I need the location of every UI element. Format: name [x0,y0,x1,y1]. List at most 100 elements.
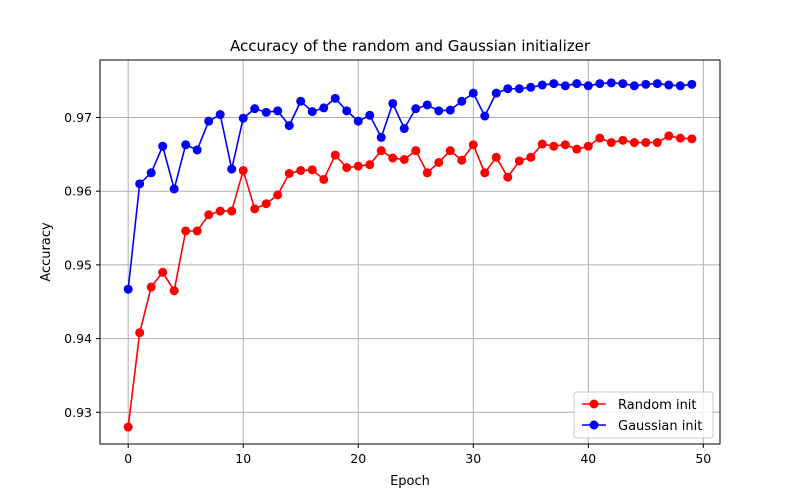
data-point-gaussian [238,113,248,123]
series-gaussian [123,78,697,294]
data-point-random [595,133,605,143]
data-point-random [365,160,375,170]
data-point-random [468,140,478,150]
data-point-gaussian [537,80,547,90]
data-point-gaussian [376,132,386,142]
data-point-gaussian [422,100,432,110]
y-axis-label: Accuracy [39,222,54,282]
data-point-random [319,174,329,184]
data-point-gaussian [215,110,225,120]
data-point-random [238,166,248,176]
data-point-gaussian [652,79,662,89]
data-point-gaussian [307,107,317,117]
series-random [123,131,697,432]
data-point-gaussian [250,104,260,114]
data-point-gaussian [572,79,582,89]
data-point-random [376,146,386,156]
y-tick-label: 0.97 [64,110,92,125]
data-point-random [296,166,306,176]
x-tick-label: 40 [580,451,596,466]
y-tick-label: 0.95 [64,257,92,272]
data-point-random [675,133,685,143]
data-point-gaussian [629,81,639,91]
series-layer [123,78,697,432]
data-point-gaussian [480,111,490,121]
data-point-random [261,199,271,209]
data-point-gaussian [169,184,179,194]
data-point-random [445,146,455,156]
data-point-gaussian [273,106,283,116]
x-tick-label: 30 [465,451,481,466]
data-point-gaussian [388,98,398,108]
data-point-gaussian [618,79,628,89]
data-point-random [330,150,340,160]
data-point-random [549,141,559,151]
data-point-gaussian [468,88,478,98]
data-point-random [491,152,501,162]
data-point-random [181,226,191,236]
data-point-gaussian [123,284,133,294]
data-point-gaussian [411,104,421,114]
data-point-random [284,169,294,178]
data-point-gaussian [687,79,697,89]
data-point-random [353,161,363,171]
data-point-random [422,168,432,178]
data-point-gaussian [146,168,156,178]
data-point-random [652,138,662,148]
data-point-gaussian [514,84,524,94]
data-point-random [606,138,616,148]
data-point-random [618,135,628,145]
data-point-random [457,155,467,165]
data-point-random [572,144,582,154]
ticks: 0 10 20 30 40 50 0.93 0.94 0.95 0.96 0.97 [64,110,711,466]
data-point-random [307,165,317,175]
data-point-random [629,138,639,148]
data-point-random [526,152,536,162]
legend-marker-gaussian [589,420,599,430]
data-point-gaussian [549,79,559,89]
data-point-gaussian [641,79,651,89]
y-tick-label: 0.96 [64,184,92,199]
legend: Random init Gaussian init [573,391,714,439]
plot-frame [99,59,721,445]
legend-box [573,391,714,439]
data-point-random [411,146,421,156]
data-point-random [388,153,398,163]
x-tick-label: 10 [235,451,251,466]
data-point-gaussian [181,140,191,150]
data-point-random [204,210,214,220]
data-point-gaussian [330,93,340,103]
data-point-random [399,155,409,164]
legend-label-random: Random init [618,398,697,413]
data-point-random [135,328,145,338]
data-point-random [503,172,513,182]
data-point-gaussian [595,79,605,89]
x-tick-label: 50 [695,451,711,466]
data-point-random [273,190,283,200]
data-point-gaussian [342,106,352,116]
y-tick-label: 0.94 [64,331,92,346]
data-point-gaussian [227,164,237,174]
data-point-gaussian [319,103,329,113]
data-point-random [664,131,674,141]
data-point-gaussian [457,96,467,106]
data-point-gaussian [606,78,616,88]
data-point-gaussian [204,116,214,126]
data-point-gaussian [261,107,271,117]
data-point-gaussian [503,84,513,94]
data-point-random [641,138,651,148]
data-point-random [537,139,547,149]
data-point-gaussian [284,121,294,131]
data-point-random [123,422,133,432]
data-point-gaussian [158,141,168,151]
data-point-gaussian [192,145,202,155]
data-point-random [560,140,570,150]
data-point-random [215,206,225,216]
data-point-random [227,206,237,216]
data-point-random [342,163,352,173]
data-point-gaussian [296,96,306,106]
data-point-gaussian [445,105,455,115]
data-point-gaussian [491,88,501,98]
data-point-random [583,141,593,151]
